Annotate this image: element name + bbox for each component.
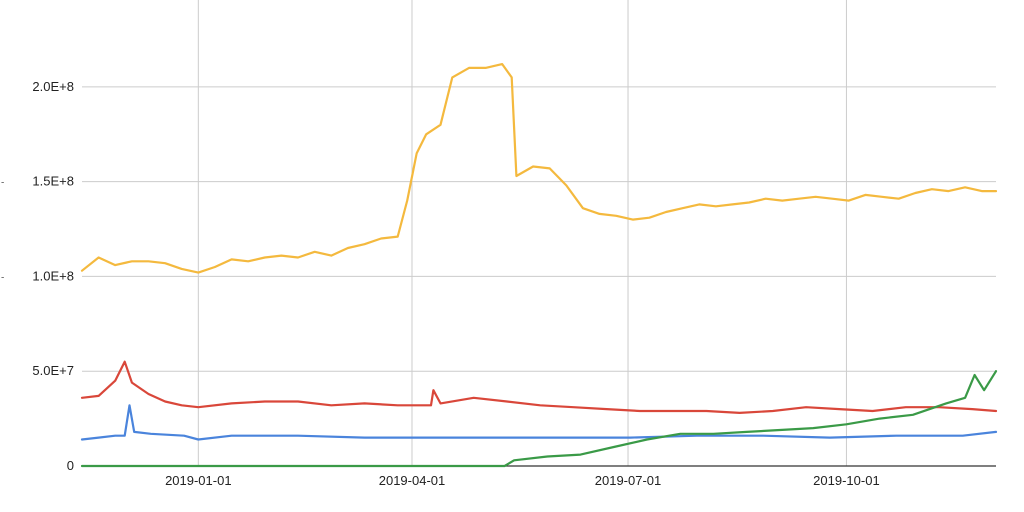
y-tick-label: 0 xyxy=(67,458,74,473)
edge-mark: - xyxy=(1,178,4,189)
y-tick-label: 1.0E+8 xyxy=(32,268,74,283)
series-line-2 xyxy=(80,360,998,414)
grid-lines xyxy=(82,0,996,466)
edge-mark: - xyxy=(1,272,4,283)
x-tick-label: 2019-10-01 xyxy=(813,473,880,488)
tick-labels: 0 5.0E+7 1.0E+8 1.5E+8 2.0E+8 2019-01-01 2019-… xyxy=(1,79,880,488)
x-tick-label: 2019-04-01 xyxy=(379,473,446,488)
x-tick-label: 2019-01-01 xyxy=(165,473,232,488)
y-tick-label: 1.5E+8 xyxy=(32,174,74,189)
y-tick-label: 5.0E+7 xyxy=(32,363,74,378)
y-tick-label: 2.0E+8 xyxy=(32,79,74,94)
series-line-1 xyxy=(80,62,998,274)
series-lines xyxy=(80,62,998,468)
x-tick-label: 2019-07-01 xyxy=(595,473,662,488)
series-line-3 xyxy=(80,404,998,441)
series-line-4 xyxy=(80,370,998,468)
